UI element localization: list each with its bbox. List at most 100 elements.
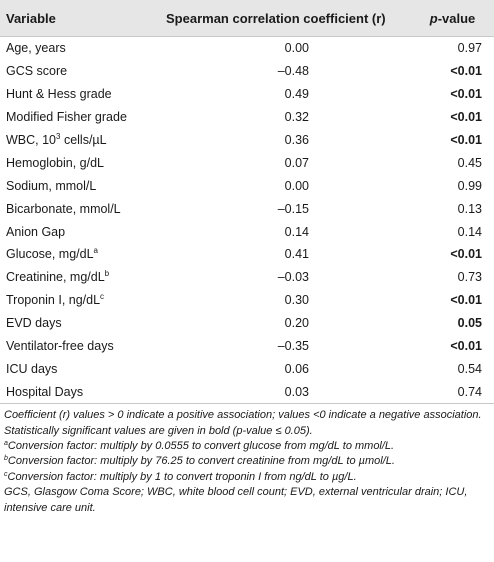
cell-p-value: 0.45 [457,155,482,170]
variable-name: Modified Fisher grade [6,110,127,125]
table-row: Modified Fisher grade 0.32 <0.01 [0,106,494,129]
table-row: Creatinine, mg/dLb –0.03 0.73 [0,266,494,289]
cell-p-value: 0.13 [457,201,482,216]
footnote-b: bConversion factor: multiply by 76.25 to… [4,454,490,469]
header-spearman-coefficient: Spearman correlation coefficient (r) [166,0,411,37]
cell-p-value: 0.73 [457,270,482,285]
variable-superscript: 3 [56,132,61,141]
cell-coefficient: 0.03 [166,380,411,405]
cell-coefficient: 0.30 [284,293,309,308]
cell-variable: Bicarbonate, mmol/L [0,197,166,220]
cell-p-value: 0.97 [457,41,482,56]
cell-variable: GCS score [0,60,166,83]
variable-name: Sodium, mmol/L [6,178,97,193]
cell-variable: Ventilator-free days [0,335,166,358]
table-row: Ventilator-free days –0.35 <0.01 [0,335,494,358]
footnote-c: cConversion factor: multiply by 1 to con… [4,470,490,485]
table-row: Sodium, mmol/L 0.00 0.99 [0,174,494,197]
cell-coefficient: 0.06 [284,361,309,376]
variable-name: Anion Gap [6,224,66,239]
cell-variable: ICU days [0,357,166,380]
cell-variable: Age, years [0,37,166,60]
cell-variable: WBC, 103 cells/µL [0,129,166,152]
cell-p-value: <0.01 [450,293,482,308]
cell-variable: Sodium, mmol/L [0,174,166,197]
table-row: ICU days 0.06 0.54 [0,357,494,380]
cell-p-value: 0.54 [457,361,482,376]
cell-coefficient: –0.15 [277,201,309,216]
variable-name: Hemoglobin, g/dL [6,155,104,170]
cell-coefficient: –0.48 [277,64,309,79]
footnote-a-mark: a [4,440,8,448]
cell-p-value: <0.01 [450,339,482,354]
table-row: Age, years 0.00 0.97 [0,37,494,60]
cell-coefficient: 0.41 [284,247,309,262]
variable-name: Hospital Days [6,384,84,399]
cell-coefficient: 0.14 [284,224,309,239]
table-row: Bicarbonate, mmol/L –0.15 0.13 [0,197,494,220]
variable-name: Hunt & Hess grade [6,87,112,102]
variable-name: Age, years [6,41,66,56]
table-footnotes: Coefficient (r) values > 0 indicate a po… [0,404,494,516]
cell-coefficient: 0.36 [284,133,309,147]
cell-coefficient: 0.07 [284,155,309,170]
variable-name: GCS score [6,64,68,79]
cell-p-value: 0.74 [411,380,494,405]
table-body: Age, years 0.00 0.97 GCS score –0.48 <0.01 Hun… [0,37,494,405]
footnote-main: Coefficient (r) values > 0 indicate a po… [4,409,482,437]
cell-p-value: <0.01 [450,110,482,125]
cell-p-value: 0.99 [457,178,482,193]
table-header-row: Variable Spearman correlation coefficien… [0,0,494,37]
cell-coefficient: 0.20 [284,316,309,331]
cell-p-value: 0.05 [457,316,482,331]
variable-name: Creatinine, mg/dL [6,270,105,285]
table-row: Hospital Days 0.03 0.74 [0,380,494,405]
cell-p-value: <0.01 [450,133,482,147]
variable-name: Glucose, mg/dL [6,247,94,262]
correlation-table: Variable Spearman correlation coefficien… [0,0,494,405]
cell-variable: Hemoglobin, g/dL [0,151,166,174]
cell-coefficient: –0.03 [277,270,309,285]
header-variable: Variable [0,0,166,37]
cell-coefficient: 0.49 [284,87,309,102]
variable-name: EVD days [6,316,62,331]
variable-superscript: a [93,246,98,256]
table-row: GCS score –0.48 <0.01 [0,60,494,83]
cell-variable: Glucose, mg/dLa [0,243,166,266]
footnote-b-mark: b [4,455,8,463]
footnote-c-mark: c [4,470,8,478]
cell-coefficient: 0.00 [284,41,309,56]
variable-superscript: c [100,292,105,302]
table-row: WBC, 103 cells/µL 0.36 <0.01 [0,129,494,152]
cell-coefficient: –0.35 [277,339,309,354]
footnote-abbreviations: GCS, Glasgow Coma Score; WBC, white bloo… [4,486,468,514]
table-row: Hunt & Hess grade 0.49 <0.01 [0,83,494,106]
cell-variable: EVD days [0,312,166,335]
cell-p-value: <0.01 [450,64,482,79]
variable-name: ICU days [6,361,58,376]
table-row: EVD days 0.20 0.05 [0,312,494,335]
table-row: Hemoglobin, g/dL 0.07 0.45 [0,151,494,174]
header-p-suffix: -value [437,10,476,26]
cell-p-value: <0.01 [450,247,482,262]
footnote-a-text: Conversion factor: multiply by 0.0555 to… [7,440,395,453]
footnote-b-text: Conversion factor: multiply by 76.25 to … [7,455,395,468]
cell-variable: Hunt & Hess grade [0,83,166,106]
footnote-c-text: Conversion factor: multiply by 1 to conv… [7,470,357,483]
cell-coefficient: 0.32 [284,110,309,125]
variable-name: Ventilator-free days [6,339,114,354]
cell-variable: Creatinine, mg/dLb [0,266,166,289]
table-row: Glucose, mg/dLa 0.41 <0.01 [0,243,494,266]
cell-coefficient: 0.00 [284,178,309,193]
variable-name: WBC, 10 [6,133,57,147]
cell-p-value: <0.01 [450,87,482,102]
footnote-a: aConversion factor: multiply by 0.0555 t… [4,439,490,454]
cell-p-value: 0.14 [457,224,482,239]
cell-variable: Modified Fisher grade [0,106,166,129]
variable-unit: cells/µL [60,133,107,147]
table-row: Anion Gap 0.14 0.14 [0,220,494,243]
cell-variable: Hospital Days [0,380,166,405]
cell-variable: Troponin I, ng/dLc [0,289,166,312]
header-p-value: p-value [411,0,494,37]
